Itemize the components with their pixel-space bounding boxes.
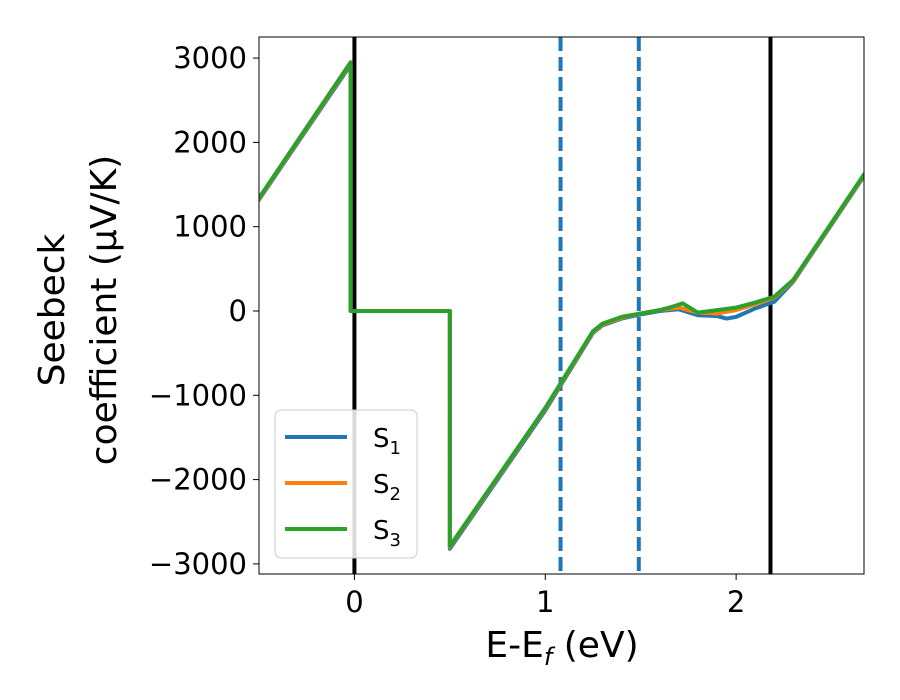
y-tick-label: 3000 [173,41,247,75]
y-axis-label-line2: coefficient (μV/K) [84,155,125,465]
series-line-s3 [259,60,864,549]
x-axis-label-unit: (eV) [552,625,638,666]
y-axis-label-line1: Seebeck [32,233,73,386]
x-tick-label: 2 [727,585,745,619]
y-tick-label: −3000 [149,547,247,581]
y-tick-label: 0 [229,294,247,328]
y-tick-label: −2000 [149,463,247,497]
y-axis-label: Seebeck coefficient (μV/K) [32,155,125,465]
legend-label-s3: S3 [373,516,401,551]
y-tick-label: 1000 [173,210,247,244]
legend-label-s1: S1 [373,424,401,459]
legend-label-s2: S2 [373,470,401,505]
data-series [259,60,864,551]
x-tick-label: 0 [345,585,363,619]
y-tick-label: −1000 [149,378,247,412]
x-tick-label: 1 [536,585,554,619]
legend: S1 S2 S3 [274,409,418,559]
plot-frame [258,36,865,575]
y-tick-label: 2000 [173,125,247,159]
y-axis-ticks: 3000 2000 1000 0 −1000 −2000 −3000 [149,41,259,581]
x-axis-label: E-Ef (eV) [485,625,638,671]
x-axis-ticks: 0 1 2 [345,574,745,619]
x-axis-label-base: E-E [485,625,543,666]
